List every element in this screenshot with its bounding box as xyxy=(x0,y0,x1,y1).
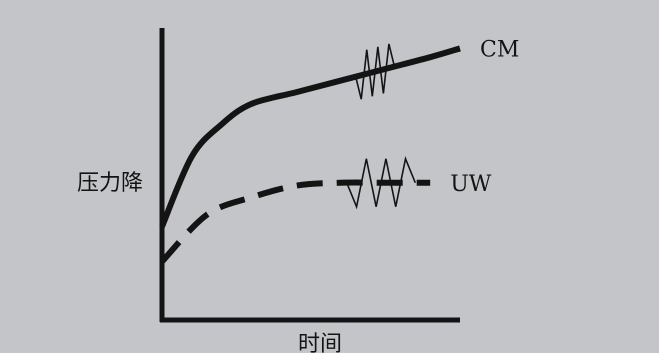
series-label-uw: UW xyxy=(450,172,492,197)
zigzag-annotation-cm xyxy=(354,43,396,100)
series-line-cm xyxy=(159,45,461,228)
y-axis-label: 压力降 xyxy=(77,171,143,196)
series-label-cm: CM xyxy=(480,37,519,62)
series-line-uw xyxy=(159,179,431,264)
x-axis-label: 时间 xyxy=(298,332,342,353)
zigzag-annotation-uw xyxy=(346,156,417,210)
